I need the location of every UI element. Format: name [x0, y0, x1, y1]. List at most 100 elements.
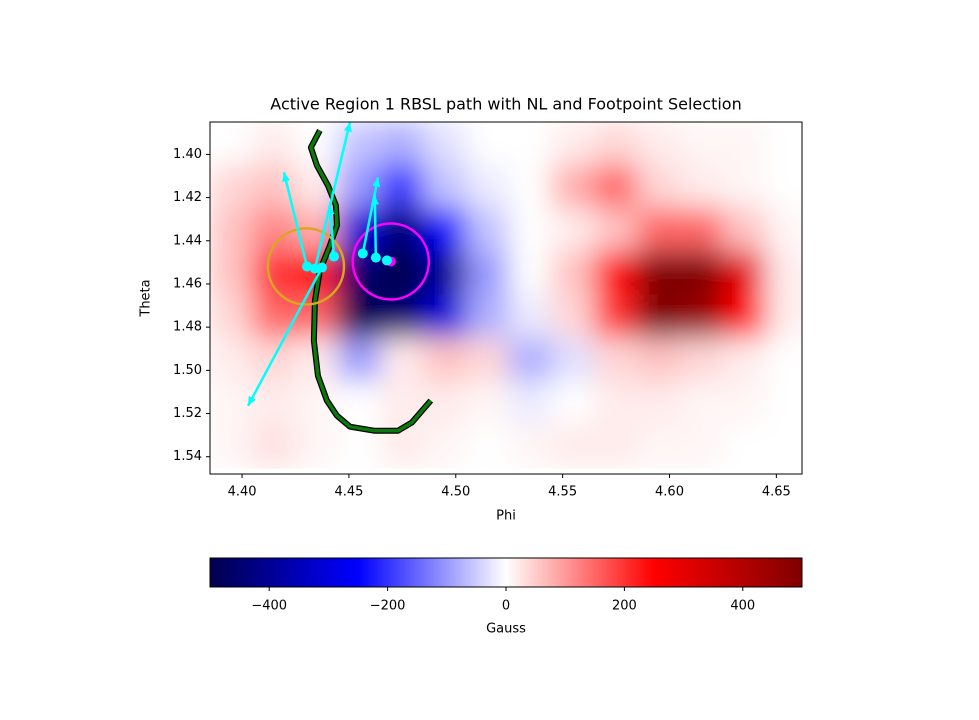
heat-cell: [551, 251, 596, 296]
heat-cell: [679, 207, 724, 253]
heat-cell: [679, 122, 724, 166]
y-tick-label: 1.46: [173, 276, 202, 291]
heat-cell: [337, 294, 382, 339]
heat-cell: [636, 122, 681, 166]
y-tick-label: 1.54: [173, 449, 202, 464]
heat-cell: [551, 164, 596, 209]
overlays: [246, 122, 434, 434]
vector: [313, 122, 352, 269]
y-axis-label: Theta: [139, 279, 154, 317]
heat-cell: [594, 380, 638, 425]
nl-point: [328, 251, 339, 262]
heat-cell: [294, 380, 339, 425]
y-tick-label: 1.48: [173, 320, 202, 335]
heat-cell: [636, 380, 681, 425]
heat-cell: [679, 380, 724, 425]
heat-cell: [636, 207, 681, 253]
heat-cell: [423, 337, 467, 382]
colorbar-tick-label: −200: [370, 599, 406, 614]
heat-cell: [636, 164, 681, 209]
nl-point: [302, 261, 313, 272]
vector-head: [370, 195, 379, 205]
heat-cell: [380, 122, 425, 166]
heatmap-cells: [210, 122, 802, 469]
heat-cell: [210, 251, 254, 296]
heat-cell: [594, 423, 638, 469]
heat-cell: [722, 251, 767, 296]
heat-cell: [636, 337, 681, 382]
vector-shaft: [313, 122, 352, 269]
chart-title: Active Region 1 RBSL path with NL and Fo…: [270, 95, 741, 114]
nl-point: [316, 262, 327, 273]
heat-cell: [722, 122, 767, 166]
heatmap: [210, 122, 802, 469]
heat-cell: [765, 164, 802, 209]
heat-cell: [465, 380, 510, 425]
vector-head: [326, 205, 335, 215]
x-tick-label: 4.55: [548, 485, 577, 500]
heat-cell: [508, 122, 553, 166]
heat-cell: [679, 337, 724, 382]
heat-cell: [722, 380, 767, 425]
vector-head: [282, 172, 290, 183]
vector: [370, 195, 379, 258]
vector-head: [343, 122, 352, 133]
heat-cell: [508, 380, 553, 425]
vector-shaft: [373, 195, 378, 258]
heat-cell: [551, 337, 596, 382]
heat-cell: [210, 294, 254, 339]
heat-cell: [508, 164, 553, 209]
heat-cell: [380, 337, 425, 382]
heat-cell: [508, 294, 553, 339]
heat-cell: [722, 207, 767, 253]
heat-cell: [380, 294, 425, 339]
heat-cell: [508, 337, 553, 382]
heat-cell: [423, 164, 467, 209]
vector: [326, 205, 336, 257]
heat-cell: [551, 207, 596, 253]
nl-point: [370, 252, 381, 263]
heat-cell: [210, 122, 254, 166]
heat-cell: [465, 207, 510, 253]
vector-shaft: [246, 266, 324, 407]
footpoint-circle: [266, 227, 346, 306]
heat-cell: [423, 122, 467, 166]
heat-cell: [465, 164, 510, 209]
heat-cell: [679, 251, 724, 296]
y-tick-label: 1.42: [173, 190, 202, 205]
heat-cell: [594, 122, 638, 166]
heat-cell: [252, 423, 296, 469]
heat-cell: [210, 423, 254, 469]
heat-cell: [423, 251, 467, 296]
vector: [246, 266, 324, 407]
heat-cell: [722, 337, 767, 382]
colorbar: [209, 557, 803, 588]
heat-cell: [210, 380, 254, 425]
heat-cell: [765, 380, 802, 425]
x-tick-label: 4.65: [762, 485, 791, 500]
heat-cell: [465, 337, 510, 382]
heat-cell: [380, 207, 425, 253]
vector: [282, 172, 309, 267]
colorbar-tick-label: 0: [502, 599, 510, 614]
footpoint-circle: [351, 222, 431, 301]
y-tick-label: 1.52: [173, 406, 202, 421]
heat-cell: [551, 122, 596, 166]
heat-cell: [765, 251, 802, 296]
colorbar-tick-label: 400: [730, 599, 755, 614]
x-tick-label: 4.50: [441, 485, 470, 500]
heat-cell: [210, 337, 254, 382]
heat-cell: [636, 423, 681, 469]
heat-cell: [210, 207, 254, 253]
y-tick-label: 1.50: [173, 363, 202, 378]
heat-cell: [722, 294, 767, 339]
heat-cell: [636, 251, 681, 296]
heat-cell: [765, 294, 802, 339]
heat-cell: [423, 207, 467, 253]
vector: [361, 177, 381, 254]
heat-cell: [465, 122, 510, 166]
x-tick-label: 4.40: [228, 485, 257, 500]
vector-shaft: [361, 177, 380, 254]
colorbar-tick-label: 200: [612, 599, 637, 614]
heat-cell: [636, 294, 681, 339]
